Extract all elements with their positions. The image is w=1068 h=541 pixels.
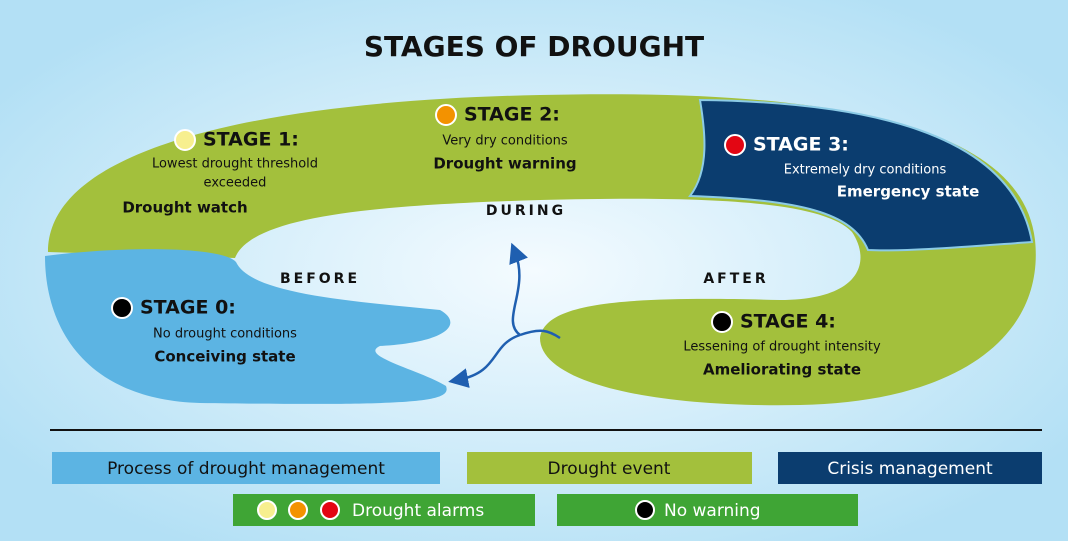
phase-label: AFTER — [703, 271, 768, 287]
legend-label: No warning — [664, 501, 761, 521]
arrow — [448, 333, 521, 388]
legend-label: Drought event — [548, 459, 671, 479]
dot — [111, 297, 133, 319]
stage-state: Conceiving state — [154, 348, 295, 366]
stage-desc: exceeded — [204, 176, 267, 191]
stage-label: STAGE 2: — [464, 104, 560, 126]
stage-label: STAGE 0: — [140, 297, 236, 319]
stage-label: STAGE 4: — [740, 311, 836, 333]
phase-label: DURING — [486, 203, 566, 219]
arrow — [509, 242, 528, 336]
dot — [257, 500, 277, 520]
title: STAGES OF DROUGHT — [364, 30, 704, 63]
stage-desc: Extremely dry conditions — [784, 163, 947, 178]
legend-box — [233, 494, 535, 526]
stage-state: Drought watch — [122, 199, 247, 217]
dot — [174, 129, 196, 151]
legend-box — [778, 452, 1042, 484]
phase-label: BEFORE — [280, 271, 360, 287]
legend-box — [557, 494, 858, 526]
stage-state: Ameliorating state — [703, 361, 861, 379]
legend-label: Crisis management — [827, 459, 993, 479]
dot — [724, 134, 746, 156]
stage-desc: No drought conditions — [153, 327, 297, 342]
crisis-region — [688, 98, 1034, 252]
stage-desc: Lessening of drought intensity — [683, 340, 881, 355]
arrow — [519, 329, 561, 340]
legend-label: Process of drought management — [107, 459, 385, 479]
stage-state: Emergency state — [837, 183, 980, 201]
dot — [288, 500, 308, 520]
stage-desc: Very dry conditions — [442, 134, 568, 149]
dot — [635, 500, 655, 520]
stage-label: STAGE 3: — [753, 134, 849, 156]
before-region — [45, 249, 451, 404]
legend-label: Drought alarms — [352, 501, 484, 521]
dot — [435, 104, 457, 126]
legend-box — [467, 452, 752, 484]
stage-state: Drought warning — [433, 155, 576, 173]
dot — [711, 311, 733, 333]
dot — [320, 500, 340, 520]
stage-desc: Lowest drought threshold — [152, 157, 318, 172]
legend-box — [52, 452, 440, 484]
stage-label: STAGE 1: — [203, 129, 299, 151]
